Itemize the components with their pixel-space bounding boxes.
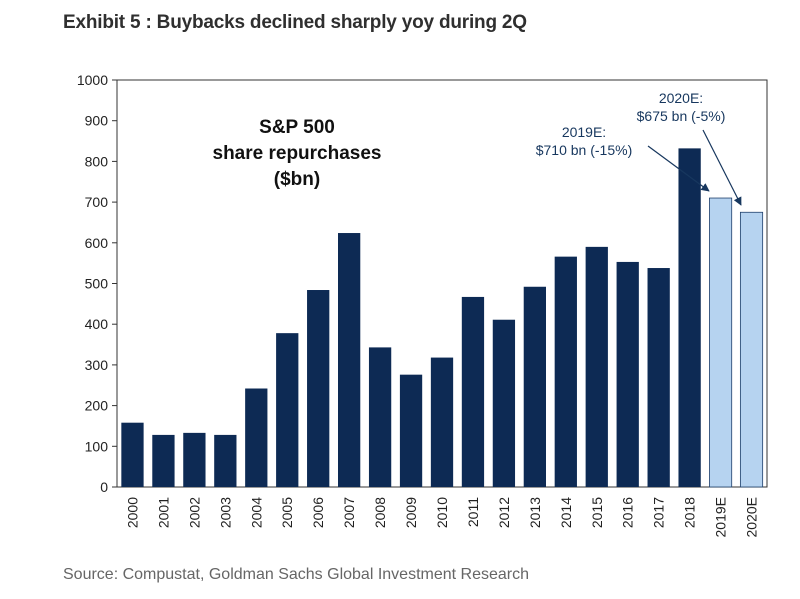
callout-2019e-line1: 2019E: bbox=[562, 124, 606, 140]
bar-2016 bbox=[616, 261, 639, 487]
x-tick-label-2018: 2018 bbox=[682, 497, 698, 528]
x-tick-label-2006: 2006 bbox=[310, 497, 326, 528]
chart-inset-title-line1: S&P 500 bbox=[259, 117, 335, 138]
x-tick-label-2002: 2002 bbox=[186, 497, 202, 528]
y-tick-label: 500 bbox=[85, 276, 109, 292]
x-tick-label-2016: 2016 bbox=[620, 497, 636, 528]
x-tick-label-2011: 2011 bbox=[465, 497, 481, 527]
bar-2006 bbox=[307, 290, 330, 487]
x-tick-label-2000: 2000 bbox=[124, 497, 140, 528]
y-tick-label: 200 bbox=[85, 398, 109, 414]
y-tick-label: 800 bbox=[85, 153, 109, 169]
y-tick-label: 1000 bbox=[77, 72, 108, 88]
y-tick-label: 400 bbox=[85, 316, 109, 332]
bar-2000 bbox=[121, 422, 144, 487]
y-axis: 0 100 200 300 400 500 600 700 800 900 1000 bbox=[77, 72, 117, 495]
x-tick-label-2015: 2015 bbox=[589, 497, 605, 528]
chart-inset-title-line2: share repurchases bbox=[213, 143, 382, 164]
x-tick-label-2013: 2013 bbox=[527, 497, 543, 528]
bar-2012 bbox=[492, 319, 516, 487]
bar-2002 bbox=[183, 432, 206, 487]
bars-group bbox=[121, 148, 764, 488]
bar-2007 bbox=[338, 233, 361, 487]
y-tick-label: 300 bbox=[85, 357, 109, 373]
callout-2019e-arrow bbox=[647, 145, 710, 192]
x-tick-label-2004: 2004 bbox=[248, 497, 264, 528]
bar-2003 bbox=[214, 434, 237, 487]
y-tick-label: 700 bbox=[85, 194, 109, 210]
x-tick-label-2010: 2010 bbox=[434, 497, 450, 528]
x-tick-label-2009: 2009 bbox=[403, 497, 419, 528]
bar-2009 bbox=[399, 374, 423, 487]
callout-2020e-line2: $675 bn (-5%) bbox=[637, 108, 726, 124]
x-tick-label-2001: 2001 bbox=[155, 497, 171, 528]
bar-2011 bbox=[461, 296, 485, 487]
y-tick-label: 900 bbox=[85, 113, 109, 129]
bar-2005 bbox=[276, 333, 299, 487]
bar-2004 bbox=[245, 388, 268, 487]
bar-2017 bbox=[647, 268, 670, 487]
x-tick-label-2017: 2017 bbox=[651, 497, 667, 528]
x-tick-label-2003: 2003 bbox=[217, 497, 233, 528]
x-axis: 2000 2001 2002 2003 2004 2005 2006 2007 2008 2009… bbox=[124, 497, 759, 538]
x-tick-label-2014: 2014 bbox=[558, 497, 574, 528]
x-tick-label-2007: 2007 bbox=[341, 497, 357, 528]
bar-2019e bbox=[709, 197, 733, 488]
bar-2020e bbox=[739, 211, 764, 488]
bar-2013 bbox=[523, 286, 546, 487]
x-tick-label-2012: 2012 bbox=[496, 497, 512, 528]
x-tick-label-2020e: 2020E bbox=[744, 497, 760, 537]
x-tick-label-2008: 2008 bbox=[372, 497, 388, 528]
callout-2019e-line2: $710 bn (-15%) bbox=[536, 142, 633, 158]
x-tick-label-2005: 2005 bbox=[279, 497, 295, 528]
x-tick-label-2019e: 2019E bbox=[713, 497, 729, 537]
callout-2020e: 2020E: $675 bn (-5%) bbox=[637, 90, 742, 206]
bar-2008 bbox=[368, 347, 392, 487]
callout-2020e-arrow bbox=[702, 129, 742, 206]
y-tick-label: 100 bbox=[85, 438, 109, 454]
bar-2001 bbox=[152, 434, 175, 487]
exhibit-title: Exhibit 5 : Buybacks declined sharply yo… bbox=[63, 12, 527, 33]
y-tick-label: 0 bbox=[100, 479, 108, 495]
bar-2014 bbox=[554, 256, 577, 487]
callout-2019e: 2019E: $710 bn (-15%) bbox=[536, 124, 710, 192]
bar-2018 bbox=[678, 148, 701, 487]
bar-2015 bbox=[585, 246, 608, 487]
bar-2010 bbox=[430, 357, 454, 487]
y-tick-label: 600 bbox=[85, 235, 109, 251]
chart-inset-title-line3: ($bn) bbox=[274, 169, 320, 190]
callout-2020e-line1: 2020E: bbox=[659, 90, 703, 106]
source-note: Source: Compustat, Goldman Sachs Global … bbox=[63, 566, 529, 583]
